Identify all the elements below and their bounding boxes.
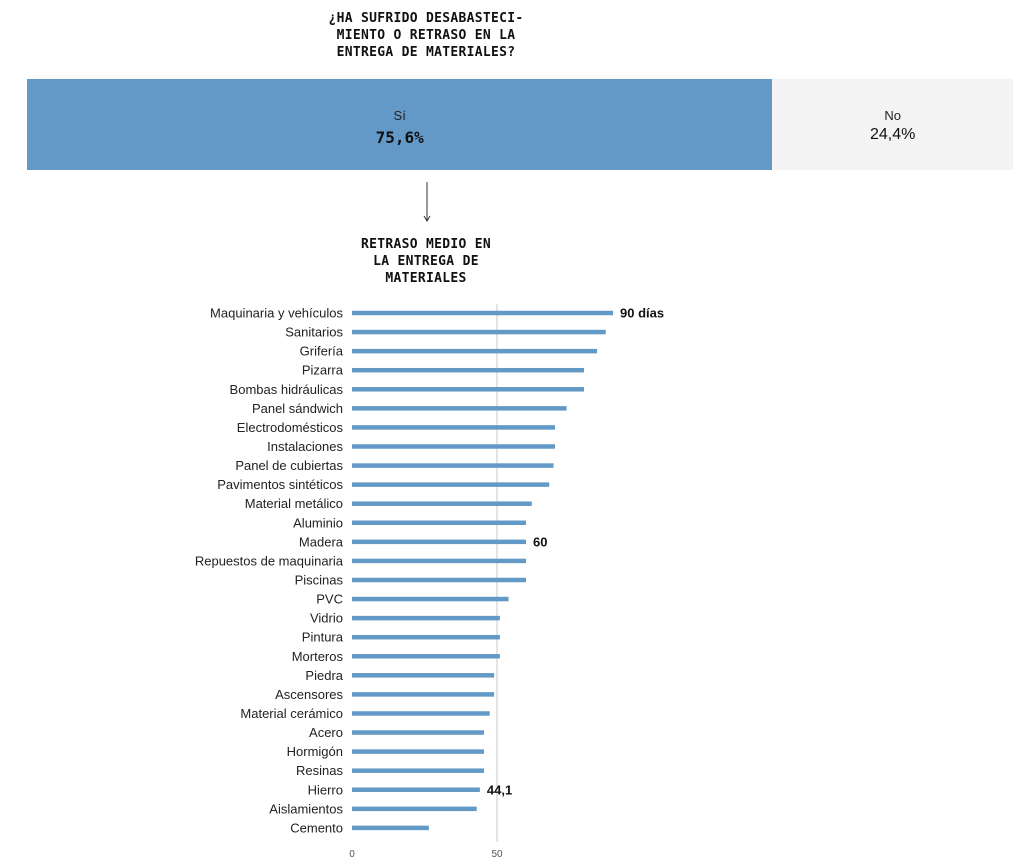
category-label: Vidrio (310, 611, 343, 626)
category-label: Material cerámico (240, 706, 343, 721)
arrow-down-icon (423, 182, 431, 222)
chart-title: RETRASO MEDIO EN LA ENTREGA DE MATERIALE… (360, 237, 492, 286)
bar (352, 692, 495, 697)
data-label: 44,1 (487, 782, 512, 797)
category-label: Electrodomésticos (237, 420, 344, 435)
x-tick-label: 50 (491, 849, 503, 860)
answer-si-value: 75,6% (375, 128, 424, 147)
data-label: 60 (533, 534, 547, 549)
category-label: Pintura (302, 630, 344, 645)
category-label: Pizarra (302, 363, 344, 378)
bar (352, 673, 495, 678)
answer-no-label: No (884, 108, 901, 123)
category-label: Morteros (292, 649, 344, 664)
answer-no-segment: No 24,4% (772, 79, 1013, 170)
category-label: Piedra (305, 668, 343, 683)
category-label: Material metálico (245, 496, 343, 511)
category-label: Acero (309, 725, 343, 740)
bar (352, 425, 555, 430)
bar (352, 558, 526, 564)
bar (352, 615, 500, 621)
category-label: Bombas hidráulicas (230, 382, 344, 397)
bar (352, 825, 429, 831)
bar (352, 768, 484, 773)
bar (352, 367, 584, 373)
category-label: Hierro (308, 782, 343, 797)
bar (352, 634, 500, 640)
category-label: Ascensores (275, 687, 343, 702)
question-title: ¿HA SUFRIDO DESABASTECI- MIENTO O RETRAS… (328, 11, 524, 60)
answer-stacked-bar: Sí 75,6% No 24,4% (27, 79, 1013, 170)
bar (352, 787, 480, 792)
bar (352, 329, 606, 335)
bar (352, 654, 500, 659)
bar (352, 596, 509, 602)
bar (352, 577, 526, 583)
category-label: Aislamientos (269, 801, 343, 816)
category-label: Resinas (296, 763, 343, 778)
bar (352, 806, 477, 812)
bar (352, 310, 613, 316)
bar (352, 387, 584, 392)
category-label: Panel sándwich (252, 401, 343, 416)
answer-no-value: 24,4% (870, 126, 916, 143)
bar (352, 730, 484, 735)
bar (352, 749, 484, 754)
category-label: Panel de cubiertas (235, 458, 343, 473)
data-label: 90 días (620, 306, 664, 321)
answer-si-label: Sí (393, 108, 406, 123)
category-label: Madera (299, 534, 344, 549)
category-label: Hormigón (287, 744, 343, 759)
bar (352, 444, 555, 449)
bar (352, 348, 598, 354)
bar (352, 482, 550, 487)
bar (352, 539, 526, 545)
bar (352, 463, 554, 468)
bar (352, 711, 490, 716)
category-label: PVC (316, 592, 343, 607)
category-label: Pavimentos sintéticos (217, 477, 343, 492)
category-label: Instalaciones (267, 439, 343, 454)
category-label: Aluminio (293, 515, 343, 530)
bar (352, 520, 526, 526)
category-label: Repuestos de maquinaria (195, 553, 344, 568)
answer-si-segment: Sí 75,6% (27, 79, 773, 170)
bar (352, 406, 567, 411)
bar (352, 501, 532, 506)
category-label: Cemento (290, 820, 343, 835)
category-label: Maquinaria y vehículos (210, 306, 343, 321)
x-tick-label: 0 (349, 849, 355, 860)
category-label: Sanitarios (285, 325, 343, 340)
category-label: Piscinas (295, 572, 344, 587)
category-label: Grifería (300, 344, 344, 359)
